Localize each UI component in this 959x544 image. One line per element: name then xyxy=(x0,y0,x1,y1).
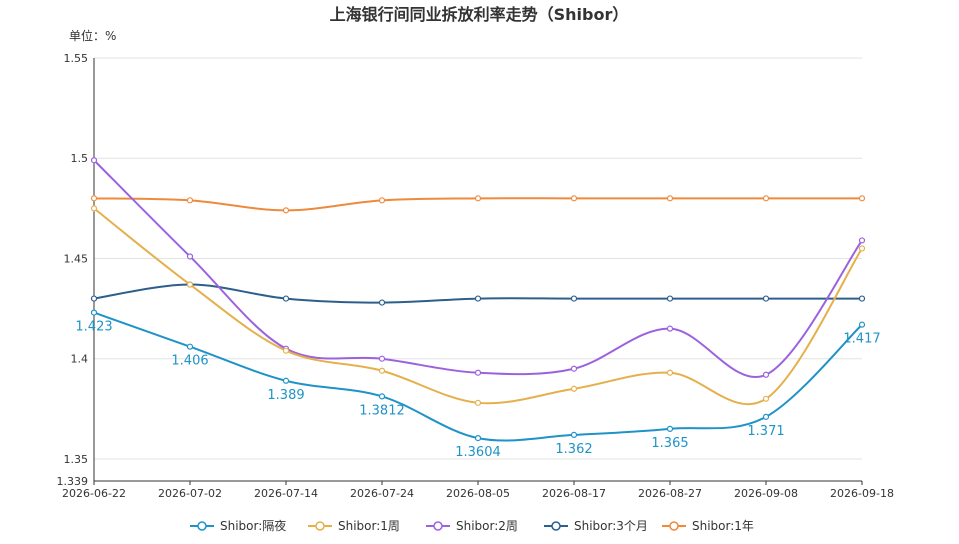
legend-swatch-marker xyxy=(434,522,442,530)
series-point xyxy=(284,348,289,353)
series-point xyxy=(188,198,193,203)
x-tick-label: 2026-08-17 xyxy=(542,487,606,500)
legend-item[interactable]: Shibor:1周 xyxy=(308,519,400,533)
series-point xyxy=(476,370,481,375)
series-point xyxy=(668,296,673,301)
x-tick-label: 2026-08-27 xyxy=(638,487,702,500)
series-point xyxy=(860,246,865,251)
series-point xyxy=(860,238,865,243)
data-label: 1.423 xyxy=(75,320,112,335)
legend-label: Shibor:3个月 xyxy=(574,519,648,533)
series-point xyxy=(764,296,769,301)
data-label: 1.389 xyxy=(267,388,304,403)
y-tick-label: 1.5 xyxy=(71,152,89,165)
series-point xyxy=(572,432,577,437)
data-label: 1.417 xyxy=(843,332,880,347)
series-point xyxy=(572,366,577,371)
data-label: 1.406 xyxy=(171,354,208,369)
series-point xyxy=(668,426,673,431)
series-point xyxy=(284,296,289,301)
legend-swatch-marker xyxy=(198,522,206,530)
y-tick-label: 1.45 xyxy=(64,252,89,265)
series-point xyxy=(380,356,385,361)
series-point xyxy=(380,300,385,305)
series-point xyxy=(476,400,481,405)
series-line xyxy=(94,160,862,377)
legend-swatch-marker xyxy=(552,522,560,530)
series-point xyxy=(764,414,769,419)
series-point xyxy=(476,296,481,301)
x-tick-label: 2026-09-18 xyxy=(830,487,894,500)
series-point xyxy=(668,196,673,201)
data-label: 1.3604 xyxy=(455,445,501,460)
legend-swatch-marker xyxy=(316,522,324,530)
series-point xyxy=(668,326,673,331)
series-point xyxy=(476,196,481,201)
x-tick-label: 2026-08-05 xyxy=(446,487,510,500)
series-point xyxy=(92,158,97,163)
series-point xyxy=(860,322,865,327)
legend-item[interactable]: Shibor:2周 xyxy=(426,519,518,533)
series-point xyxy=(284,378,289,383)
legend-item[interactable]: Shibor:3个月 xyxy=(544,519,648,533)
series-point xyxy=(92,196,97,201)
series-point xyxy=(572,386,577,391)
series-point xyxy=(92,296,97,301)
series-point xyxy=(380,394,385,399)
data-label: 1.362 xyxy=(555,442,592,457)
chart-title: 上海银行间同业拆放利率走势（Shibor） xyxy=(330,5,629,24)
series-point xyxy=(764,372,769,377)
legend-label: Shibor:1周 xyxy=(338,519,400,533)
gridlines xyxy=(94,58,862,481)
unit-label: 单位：% xyxy=(69,28,116,43)
data-label: 1.3812 xyxy=(359,403,405,418)
x-tick-label: 2026-07-24 xyxy=(350,487,414,500)
x-tick-label: 2026-09-08 xyxy=(734,487,798,500)
series-lines xyxy=(92,158,865,441)
series-point xyxy=(860,196,865,201)
series-point xyxy=(764,196,769,201)
x-tick-label: 2026-07-02 xyxy=(158,487,222,500)
series-point xyxy=(572,296,577,301)
x-tick-label: 2026-07-14 xyxy=(254,487,318,500)
legend-item[interactable]: Shibor:隔夜 xyxy=(190,518,286,533)
legend-swatch-marker xyxy=(670,522,678,530)
series-point xyxy=(572,196,577,201)
series-point xyxy=(92,310,97,315)
series-point xyxy=(668,370,673,375)
x-tick-label: 2026-06-22 xyxy=(62,487,126,500)
legend-label: Shibor:2周 xyxy=(456,519,518,533)
y-tick-label: 1.55 xyxy=(64,52,89,65)
series-point xyxy=(188,254,193,259)
legend-label: Shibor:1年 xyxy=(692,519,754,533)
series-2 xyxy=(92,158,865,378)
series-3 xyxy=(92,282,865,305)
series-point xyxy=(476,436,481,441)
series-point xyxy=(380,198,385,203)
legend-item[interactable]: Shibor:1年 xyxy=(662,519,754,533)
y-tick-label: 1.4 xyxy=(71,353,89,366)
data-label: 1.371 xyxy=(747,424,784,439)
series-point xyxy=(188,344,193,349)
series-point xyxy=(380,368,385,373)
series-4 xyxy=(92,196,865,213)
series-point xyxy=(188,282,193,287)
series-point xyxy=(92,206,97,211)
series-point xyxy=(284,208,289,213)
legend[interactable]: Shibor:隔夜 Shibor:1周 Shibor:2周 Shibor:3个月 Shi… xyxy=(190,518,754,533)
legend-label: Shibor:隔夜 xyxy=(220,518,286,533)
series-point xyxy=(764,396,769,401)
data-label: 1.365 xyxy=(651,436,688,451)
y-tick-label: 1.35 xyxy=(64,453,89,466)
series-point xyxy=(860,296,865,301)
